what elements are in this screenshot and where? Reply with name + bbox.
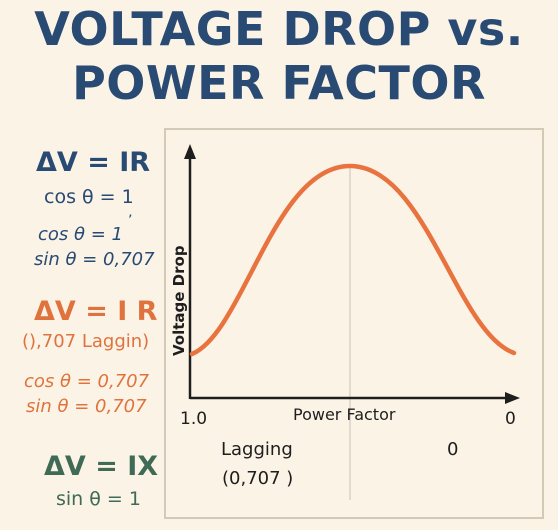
tick-mark: ’ <box>128 213 133 229</box>
page-title-line1: VOLTAGE DROP vs. <box>34 2 524 56</box>
equation-sin-0707: sin θ = 0,707 <box>34 249 155 270</box>
voltage-drop-chart <box>184 144 520 500</box>
equation-sin-1: sin θ = 1 <box>56 488 141 510</box>
page-title-line2: POWER FACTOR <box>72 56 486 110</box>
lagging-label: Lagging <box>221 439 293 460</box>
equation-cos-1: cos θ = 1 <box>44 186 134 208</box>
x-tick-label-right: 0 <box>505 409 516 429</box>
equation-dv-i-r: ΔV = I R <box>34 296 158 327</box>
equation-lagging-note: (),707 Laggin) <box>22 331 150 352</box>
right-zero-label: 0 <box>447 439 459 460</box>
y-axis-label: Voltage Drop <box>170 245 188 356</box>
equation-sin-0707-orange: sin θ = 0,707 <box>26 396 147 417</box>
equation-dv-ix: ΔV = IX <box>44 451 159 482</box>
voltage-drop-curve <box>189 163 517 357</box>
equation-cos-0707: cos θ = 0,707 <box>24 371 150 392</box>
equation-dv-ir: ΔV = IR <box>36 147 151 178</box>
y-axis-arrow <box>184 144 196 159</box>
x-tick-label-left: 1.0 <box>180 409 208 429</box>
equation-cos-1-italic: cos θ = 1 <box>38 224 123 245</box>
lagging-value-label: (0,707 ) <box>222 468 294 489</box>
x-axis-label: Power Factor <box>293 405 396 424</box>
x-axis-arrow <box>505 392 520 404</box>
